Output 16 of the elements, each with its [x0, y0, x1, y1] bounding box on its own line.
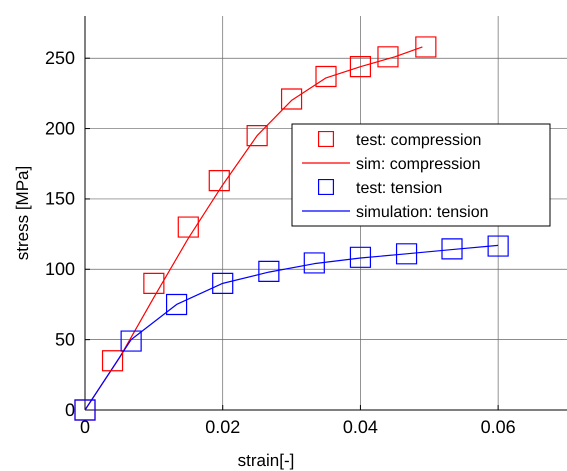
- x-tick-label: 0.06: [480, 416, 516, 437]
- y-tick-label: 0: [64, 400, 75, 420]
- y-tick-label: 150: [44, 188, 75, 209]
- y-axis-title: stress [MPa]: [13, 166, 32, 260]
- legend-label: sim: compression: [356, 156, 480, 173]
- y-tick-label: 250: [44, 48, 75, 68]
- legend-label: test: tension: [356, 180, 442, 197]
- y-tick-label: 200: [44, 118, 75, 138]
- x-tick-label: 0.04: [342, 416, 378, 437]
- legend-label: simulation: tension: [356, 204, 489, 221]
- y-tick-label: 100: [44, 259, 75, 280]
- x-tick-label: 0.02: [205, 416, 240, 437]
- x-tick-label: 0: [80, 416, 90, 437]
- legend-label: test: compression: [356, 132, 482, 149]
- y-tick-label: 50: [54, 329, 75, 350]
- x-axis-title: strain[-]: [238, 451, 294, 470]
